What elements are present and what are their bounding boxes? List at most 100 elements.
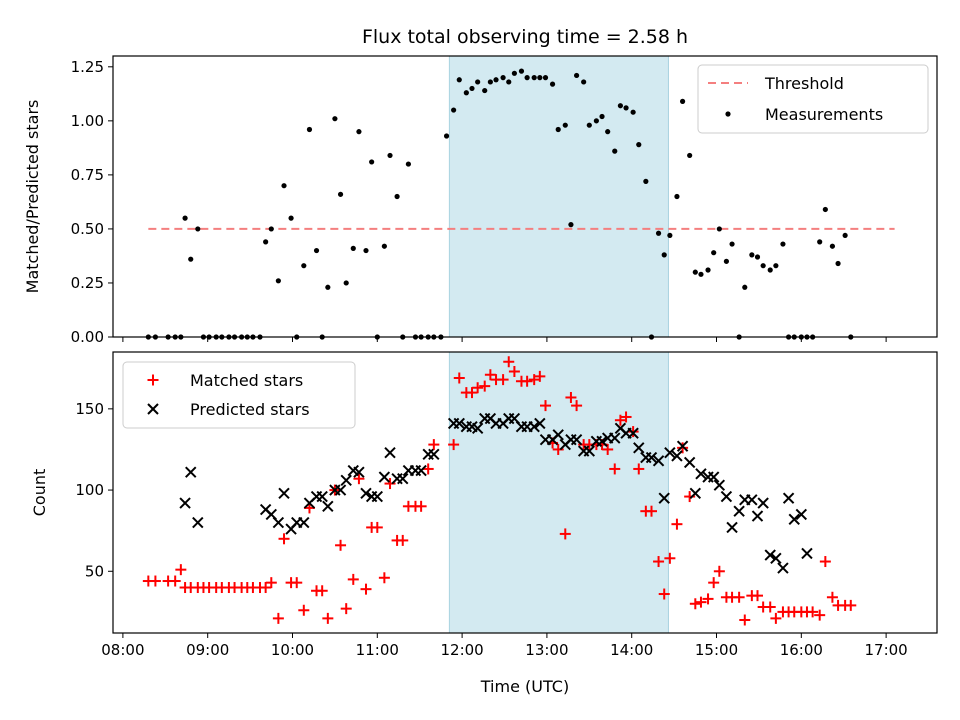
observing-window: [449, 352, 669, 633]
measurement-point: [463, 90, 469, 96]
legend-measurement-swatch: [725, 111, 731, 117]
x-stroke-b: [185, 466, 197, 478]
predicted-star-point: [278, 487, 290, 500]
x-stroke-b: [795, 508, 808, 521]
matched-star-point: [479, 380, 491, 392]
measurement-point: [630, 109, 636, 115]
predicted-star-point: [695, 468, 707, 480]
x-stroke-b: [353, 466, 365, 478]
x-stroke-b: [360, 487, 372, 500]
predicted-star-point: [397, 472, 409, 485]
predicted-star-point: [192, 516, 204, 529]
y-tick-label: 0.00: [71, 328, 104, 346]
matched-star-point: [633, 463, 645, 475]
measurement-point: [655, 230, 662, 236]
measurement-point: [350, 245, 356, 251]
matched-star-point: [322, 612, 334, 624]
matched-star-point: [571, 400, 583, 412]
measurement-point: [842, 232, 848, 239]
predicted-star-point: [378, 471, 391, 483]
legend-box: [122, 361, 356, 429]
predicted-star-point: [453, 417, 465, 430]
matched-star-point: [534, 370, 546, 382]
measurement-point: [363, 247, 369, 254]
x-axis-title: Time (UTC): [480, 677, 569, 696]
x-stroke-b: [713, 479, 726, 491]
predicted-star-point: [689, 487, 702, 500]
matched-star-point: [484, 369, 496, 381]
y-tick-label: 100: [75, 481, 104, 499]
predicted-star-point: [652, 455, 665, 467]
predicted-star-point: [179, 497, 191, 509]
observing-window: [449, 56, 669, 337]
measurement-point: [829, 243, 836, 249]
measurement-point: [511, 70, 517, 76]
measurement-point: [500, 75, 506, 81]
x-stroke-b: [484, 412, 497, 425]
measurement-point: [593, 118, 599, 124]
predicted-star-point: [658, 492, 670, 504]
matched-star-point: [508, 365, 520, 377]
measurement-point: [617, 103, 624, 109]
measurement-point: [636, 142, 642, 148]
measurement-point: [343, 280, 349, 286]
x-stroke-b: [552, 429, 564, 441]
x-stroke-b: [384, 446, 396, 459]
legend-predicted-swatch: [147, 403, 159, 415]
matched-star-point: [272, 612, 284, 624]
legend-matched-swatch: [147, 374, 159, 386]
matched-star-point: [448, 439, 460, 451]
predicted-star-point: [801, 547, 813, 560]
matched-star-point: [169, 575, 181, 587]
matched-star-point: [428, 439, 440, 451]
matched-star-point: [664, 552, 676, 564]
matched-star-point: [298, 604, 310, 616]
x-stroke-b: [782, 492, 795, 504]
x-stroke-b: [347, 464, 359, 477]
measurement-point: [767, 267, 773, 273]
matched-star-point: [826, 591, 838, 603]
measurement-point: [332, 116, 338, 122]
matched-star-point: [353, 473, 365, 485]
legend-matched-label: Matched stars: [190, 371, 303, 390]
y-tick-label: 1.00: [71, 112, 104, 130]
matched-star-point: [378, 572, 390, 584]
measurement-point: [817, 239, 823, 245]
measurement-point: [288, 215, 294, 221]
matched-star-point: [702, 593, 714, 605]
measurement-point: [723, 258, 730, 264]
legend-box: [697, 64, 929, 134]
predicted-star-point: [770, 552, 782, 564]
plot-frame: [112, 351, 938, 634]
legend-threshold-label: Threshold: [764, 74, 844, 93]
predicted-star-point: [777, 562, 789, 574]
measurement-point: [405, 161, 411, 167]
x-stroke-b: [508, 412, 521, 425]
measurement-point: [742, 284, 748, 290]
x-tick-label: 15:00: [695, 641, 738, 659]
predicted-star-point: [726, 521, 738, 534]
matched-star-point: [360, 583, 372, 595]
measurement-point: [493, 77, 499, 83]
matched-star-point: [453, 372, 465, 384]
measurement-point: [643, 178, 649, 184]
x-stroke-b: [340, 474, 352, 487]
matched-star-point: [278, 533, 290, 545]
measurement-point: [605, 129, 611, 135]
matched-star-point: [528, 374, 540, 386]
predicted-star-point: [609, 432, 621, 444]
predicted-star-point: [683, 456, 696, 469]
predicted-star-point: [746, 494, 758, 506]
matched-star-point: [497, 374, 509, 386]
matched-star-point: [602, 443, 614, 455]
predicted-star-point: [720, 490, 733, 503]
measurement-point: [506, 79, 512, 85]
measurement-point: [568, 222, 574, 228]
x-stroke-b: [689, 487, 702, 500]
measurement-point: [661, 252, 667, 258]
matched-star-point: [466, 387, 478, 399]
x-stroke-b: [671, 450, 683, 462]
matched-star-point: [677, 442, 689, 454]
measurement-point: [524, 75, 530, 81]
x-stroke-b: [720, 490, 733, 503]
